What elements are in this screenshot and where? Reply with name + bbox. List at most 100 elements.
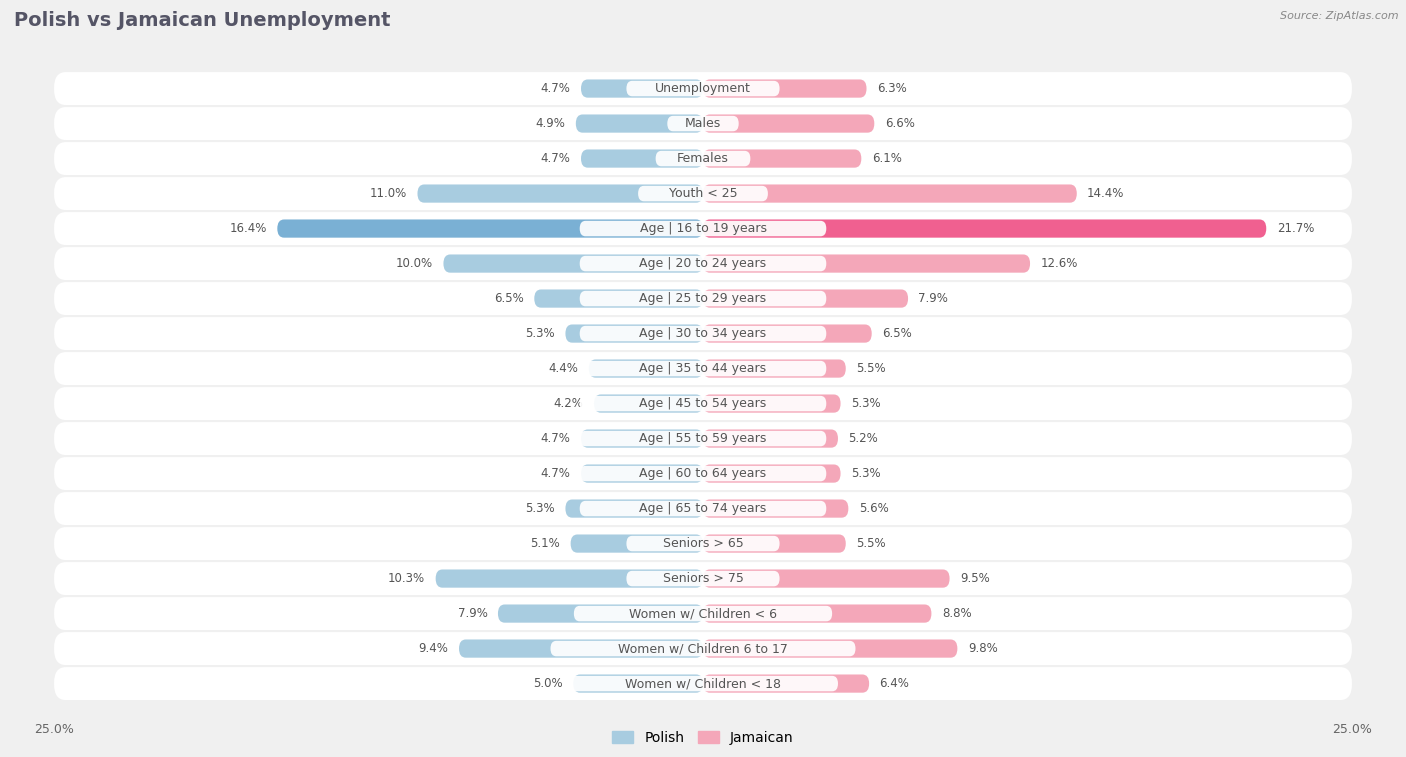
FancyBboxPatch shape bbox=[53, 457, 1353, 490]
Text: 6.1%: 6.1% bbox=[872, 152, 901, 165]
Text: Unemployment: Unemployment bbox=[655, 82, 751, 95]
Text: 4.2%: 4.2% bbox=[554, 397, 583, 410]
Text: Seniors > 65: Seniors > 65 bbox=[662, 537, 744, 550]
FancyBboxPatch shape bbox=[53, 387, 1353, 420]
Text: 10.3%: 10.3% bbox=[388, 572, 425, 585]
Text: 6.5%: 6.5% bbox=[882, 327, 912, 340]
FancyBboxPatch shape bbox=[53, 597, 1353, 630]
FancyBboxPatch shape bbox=[655, 151, 751, 167]
FancyBboxPatch shape bbox=[627, 571, 779, 587]
Text: 10.0%: 10.0% bbox=[396, 257, 433, 270]
Text: 14.4%: 14.4% bbox=[1087, 187, 1125, 200]
FancyBboxPatch shape bbox=[703, 185, 1077, 203]
FancyBboxPatch shape bbox=[581, 149, 703, 167]
FancyBboxPatch shape bbox=[498, 605, 703, 623]
Text: Age | 20 to 24 years: Age | 20 to 24 years bbox=[640, 257, 766, 270]
FancyBboxPatch shape bbox=[568, 676, 838, 691]
Text: Age | 16 to 19 years: Age | 16 to 19 years bbox=[640, 222, 766, 235]
Text: 4.4%: 4.4% bbox=[548, 362, 578, 375]
FancyBboxPatch shape bbox=[703, 79, 866, 98]
FancyBboxPatch shape bbox=[703, 114, 875, 132]
FancyBboxPatch shape bbox=[581, 79, 703, 98]
Text: 16.4%: 16.4% bbox=[229, 222, 267, 235]
Legend: Polish, Jamaican: Polish, Jamaican bbox=[607, 725, 799, 750]
Text: Age | 25 to 29 years: Age | 25 to 29 years bbox=[640, 292, 766, 305]
Text: 4.7%: 4.7% bbox=[541, 152, 571, 165]
FancyBboxPatch shape bbox=[443, 254, 703, 273]
Text: 5.2%: 5.2% bbox=[848, 432, 879, 445]
FancyBboxPatch shape bbox=[277, 220, 703, 238]
FancyBboxPatch shape bbox=[53, 352, 1353, 385]
FancyBboxPatch shape bbox=[703, 640, 957, 658]
Text: 4.7%: 4.7% bbox=[541, 432, 571, 445]
FancyBboxPatch shape bbox=[703, 325, 872, 343]
FancyBboxPatch shape bbox=[703, 149, 862, 167]
FancyBboxPatch shape bbox=[579, 466, 827, 481]
Text: 6.3%: 6.3% bbox=[877, 82, 907, 95]
Text: 4.9%: 4.9% bbox=[536, 117, 565, 130]
FancyBboxPatch shape bbox=[703, 394, 841, 413]
FancyBboxPatch shape bbox=[703, 674, 869, 693]
FancyBboxPatch shape bbox=[579, 221, 827, 236]
Text: 5.0%: 5.0% bbox=[533, 677, 562, 690]
Text: Males: Males bbox=[685, 117, 721, 130]
Text: 7.9%: 7.9% bbox=[458, 607, 488, 620]
FancyBboxPatch shape bbox=[458, 640, 703, 658]
FancyBboxPatch shape bbox=[703, 289, 908, 307]
FancyBboxPatch shape bbox=[574, 606, 832, 621]
Text: Seniors > 75: Seniors > 75 bbox=[662, 572, 744, 585]
FancyBboxPatch shape bbox=[565, 325, 703, 343]
FancyBboxPatch shape bbox=[638, 185, 768, 201]
Text: Females: Females bbox=[678, 152, 728, 165]
Text: 4.7%: 4.7% bbox=[541, 467, 571, 480]
Text: Women w/ Children < 6: Women w/ Children < 6 bbox=[628, 607, 778, 620]
Text: 6.4%: 6.4% bbox=[880, 677, 910, 690]
Text: 5.6%: 5.6% bbox=[859, 502, 889, 515]
FancyBboxPatch shape bbox=[565, 500, 703, 518]
FancyBboxPatch shape bbox=[579, 431, 827, 447]
Text: Age | 30 to 34 years: Age | 30 to 34 years bbox=[640, 327, 766, 340]
FancyBboxPatch shape bbox=[53, 72, 1353, 105]
FancyBboxPatch shape bbox=[579, 501, 827, 516]
Text: 6.5%: 6.5% bbox=[494, 292, 524, 305]
FancyBboxPatch shape bbox=[703, 465, 841, 483]
Text: 12.6%: 12.6% bbox=[1040, 257, 1078, 270]
FancyBboxPatch shape bbox=[589, 360, 703, 378]
FancyBboxPatch shape bbox=[53, 212, 1353, 245]
Text: 11.0%: 11.0% bbox=[370, 187, 408, 200]
FancyBboxPatch shape bbox=[576, 114, 703, 132]
FancyBboxPatch shape bbox=[53, 317, 1353, 350]
FancyBboxPatch shape bbox=[53, 142, 1353, 175]
Text: 5.1%: 5.1% bbox=[530, 537, 560, 550]
FancyBboxPatch shape bbox=[579, 361, 827, 376]
FancyBboxPatch shape bbox=[53, 247, 1353, 280]
FancyBboxPatch shape bbox=[579, 396, 827, 411]
FancyBboxPatch shape bbox=[703, 429, 838, 447]
FancyBboxPatch shape bbox=[551, 641, 855, 656]
FancyBboxPatch shape bbox=[418, 185, 703, 203]
FancyBboxPatch shape bbox=[436, 569, 703, 587]
FancyBboxPatch shape bbox=[579, 256, 827, 271]
FancyBboxPatch shape bbox=[53, 632, 1353, 665]
Text: 5.5%: 5.5% bbox=[856, 537, 886, 550]
Text: 5.3%: 5.3% bbox=[851, 397, 880, 410]
Text: 9.5%: 9.5% bbox=[960, 572, 990, 585]
FancyBboxPatch shape bbox=[53, 422, 1353, 455]
Text: Age | 60 to 64 years: Age | 60 to 64 years bbox=[640, 467, 766, 480]
FancyBboxPatch shape bbox=[579, 326, 827, 341]
FancyBboxPatch shape bbox=[581, 465, 703, 483]
Text: 5.5%: 5.5% bbox=[856, 362, 886, 375]
FancyBboxPatch shape bbox=[574, 674, 703, 693]
FancyBboxPatch shape bbox=[534, 289, 703, 307]
Text: Youth < 25: Youth < 25 bbox=[669, 187, 737, 200]
Text: Women w/ Children < 18: Women w/ Children < 18 bbox=[626, 677, 780, 690]
FancyBboxPatch shape bbox=[703, 360, 846, 378]
FancyBboxPatch shape bbox=[53, 492, 1353, 525]
Text: 9.8%: 9.8% bbox=[967, 642, 997, 655]
FancyBboxPatch shape bbox=[703, 534, 846, 553]
FancyBboxPatch shape bbox=[53, 177, 1353, 210]
FancyBboxPatch shape bbox=[703, 605, 931, 623]
FancyBboxPatch shape bbox=[581, 429, 703, 447]
FancyBboxPatch shape bbox=[53, 282, 1353, 315]
Text: 5.3%: 5.3% bbox=[526, 327, 555, 340]
